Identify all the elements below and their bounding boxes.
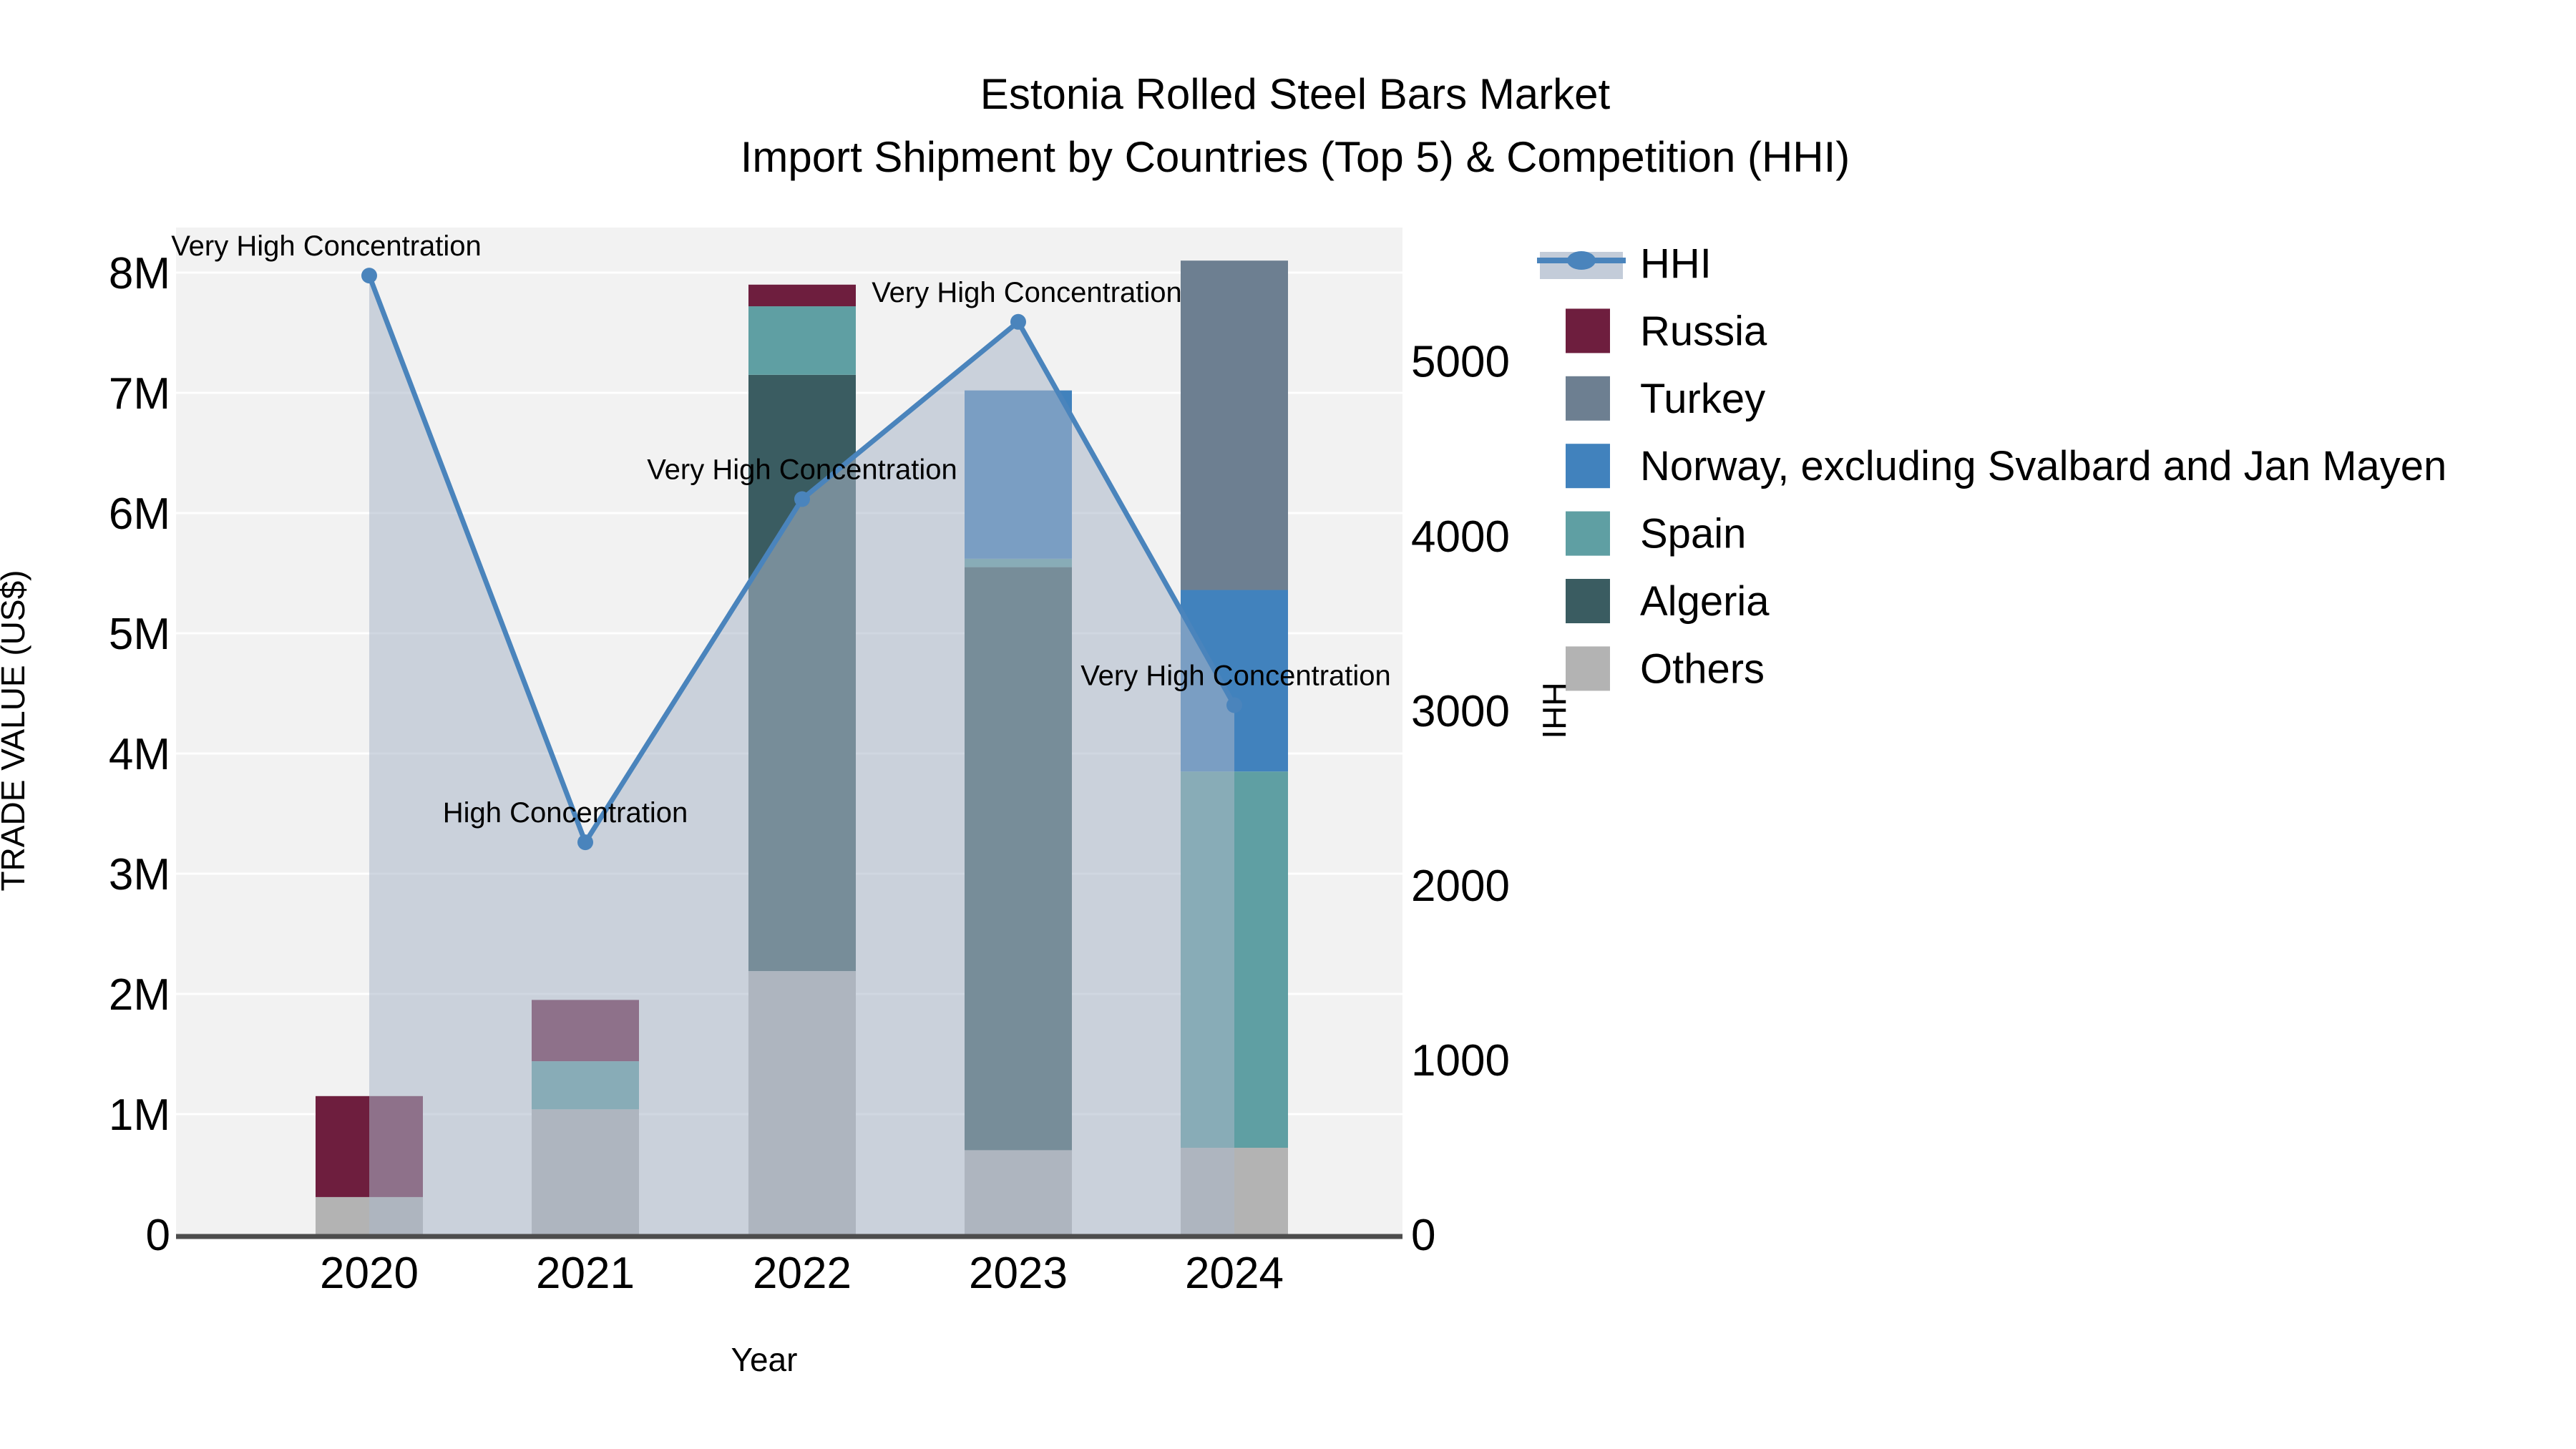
y-left-axis-title: TRADE VALUE (US$) xyxy=(0,570,31,891)
y-left-tick-6M: 6M xyxy=(109,489,170,539)
legend-label-hhi: HHI xyxy=(1640,240,1712,287)
bar-segment-2024-turkey xyxy=(1181,260,1288,590)
y-right-tick-2000: 2000 xyxy=(1411,862,1510,911)
axis-tick-labels: 0 1M 2M 3M 4M 5M 6M 7M 8M 0 1000 2000 3000 4000 5000 20… xyxy=(109,249,1510,1298)
hhi-marker-2021 xyxy=(577,834,593,851)
y-left-tick-5M: 5M xyxy=(109,610,170,659)
x-tick-2020: 2020 xyxy=(320,1249,419,1298)
y-right-axis-title: HHI xyxy=(1536,682,1573,738)
legend-hhi-marker-swatch xyxy=(1567,251,1596,270)
hhi-area-fill xyxy=(369,275,1234,1234)
annotation-2021: High Concentration xyxy=(443,797,688,829)
y-left-tick-3M: 3M xyxy=(109,850,170,899)
x-tick-2022: 2022 xyxy=(753,1249,852,1298)
y-left-tick-2M: 2M xyxy=(109,970,170,1020)
legend-label-norway: Norway, excluding Svalbard and Jan Mayen xyxy=(1640,443,2446,489)
y-left-tick-1M: 1M xyxy=(109,1091,170,1140)
y-left-tick-0: 0 xyxy=(146,1211,170,1260)
legend: HHI Russia Turkey Norway, excluding Svalbar… xyxy=(1537,240,2446,692)
y-left-tick-4M: 4M xyxy=(109,730,170,779)
legend-label-spain: Spain xyxy=(1640,511,1746,557)
y-left-tick-8M: 8M xyxy=(109,249,170,298)
chart-title-line1: Estonia Rolled Steel Bars Market xyxy=(980,70,1611,118)
legend-swatch-russia xyxy=(1566,308,1610,353)
legend-label-others: Others xyxy=(1640,645,1765,692)
x-tick-2023: 2023 xyxy=(969,1249,1068,1298)
hhi-area-polygon xyxy=(369,275,1234,1234)
legend-label-algeria: Algeria xyxy=(1640,578,1770,625)
chart-title-line2: Import Shipment by Countries (Top 5) & C… xyxy=(741,133,1850,181)
legend-swatch-norway xyxy=(1566,444,1610,489)
annotation-2022: Very High Concentration xyxy=(647,454,957,486)
annotations: Very High Concentration High Concentratio… xyxy=(171,230,1391,829)
legend-swatch-others xyxy=(1566,646,1610,691)
hhi-marker-2020 xyxy=(361,268,377,284)
hhi-marker-2023 xyxy=(1010,313,1026,330)
annotation-2020: Very High Concentration xyxy=(171,230,482,262)
y-left-tick-7M: 7M xyxy=(109,369,170,419)
legend-label-turkey: Turkey xyxy=(1640,376,1765,422)
legend-swatch-spain xyxy=(1566,511,1610,556)
x-axis-title: Year xyxy=(731,1341,798,1378)
legend-label-russia: Russia xyxy=(1640,308,1767,354)
hhi-markers xyxy=(361,268,1242,851)
x-tick-2021: 2021 xyxy=(536,1249,635,1298)
y-right-tick-4000: 4000 xyxy=(1411,512,1510,562)
hhi-marker-2022 xyxy=(794,491,810,507)
legend-swatch-algeria xyxy=(1566,579,1610,623)
y-right-tick-3000: 3000 xyxy=(1411,687,1510,736)
bar-segment-2022-spain xyxy=(748,306,856,375)
y-right-tick-1000: 1000 xyxy=(1411,1036,1510,1085)
hhi-marker-2024 xyxy=(1226,697,1242,713)
annotation-2023: Very High Concentration xyxy=(872,277,1182,308)
bar-segment-2022-russia xyxy=(748,284,856,307)
y-right-tick-0: 0 xyxy=(1411,1211,1435,1260)
annotation-2024: Very High Concentration xyxy=(1080,660,1391,692)
x-tick-2024: 2024 xyxy=(1185,1249,1284,1298)
legend-swatch-turkey xyxy=(1566,376,1610,421)
y-right-tick-5000: 5000 xyxy=(1411,338,1510,387)
